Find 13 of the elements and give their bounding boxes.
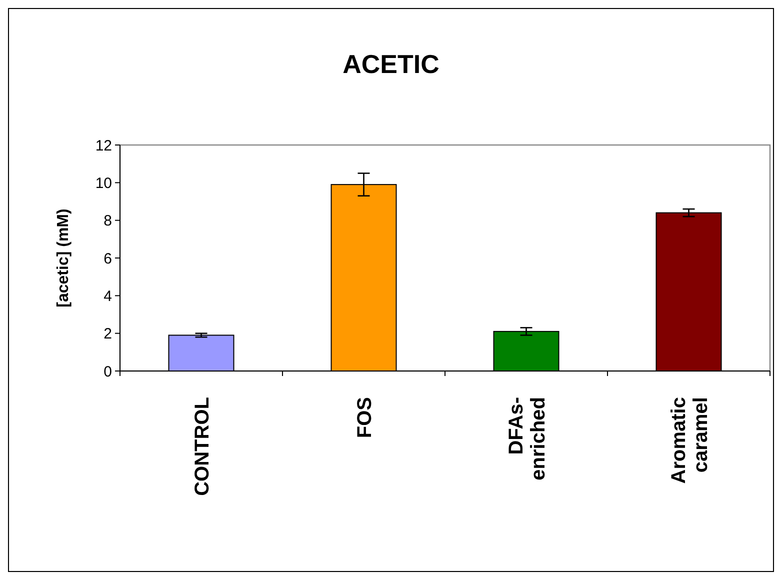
- y-tick-label: 6: [104, 250, 112, 268]
- x-tick-label: FOS: [354, 397, 376, 438]
- x-tick-label: CONTROL: [191, 397, 214, 496]
- x-tick-label: DFAs-enriched: [505, 397, 550, 480]
- y-tick-label: 2: [104, 326, 112, 343]
- y-tick-label: 4: [104, 288, 112, 305]
- y-tick-label: 10: [95, 174, 112, 192]
- y-tick-label: 12: [95, 137, 112, 154]
- chart-title: ACETIC: [342, 49, 440, 79]
- y-tick-label: 8: [104, 212, 112, 230]
- y-axis-title: [acetic] (mM): [55, 208, 72, 308]
- y-tick-label: 0: [104, 363, 112, 380]
- x-tick-label: Aromatic caramel: [668, 397, 712, 484]
